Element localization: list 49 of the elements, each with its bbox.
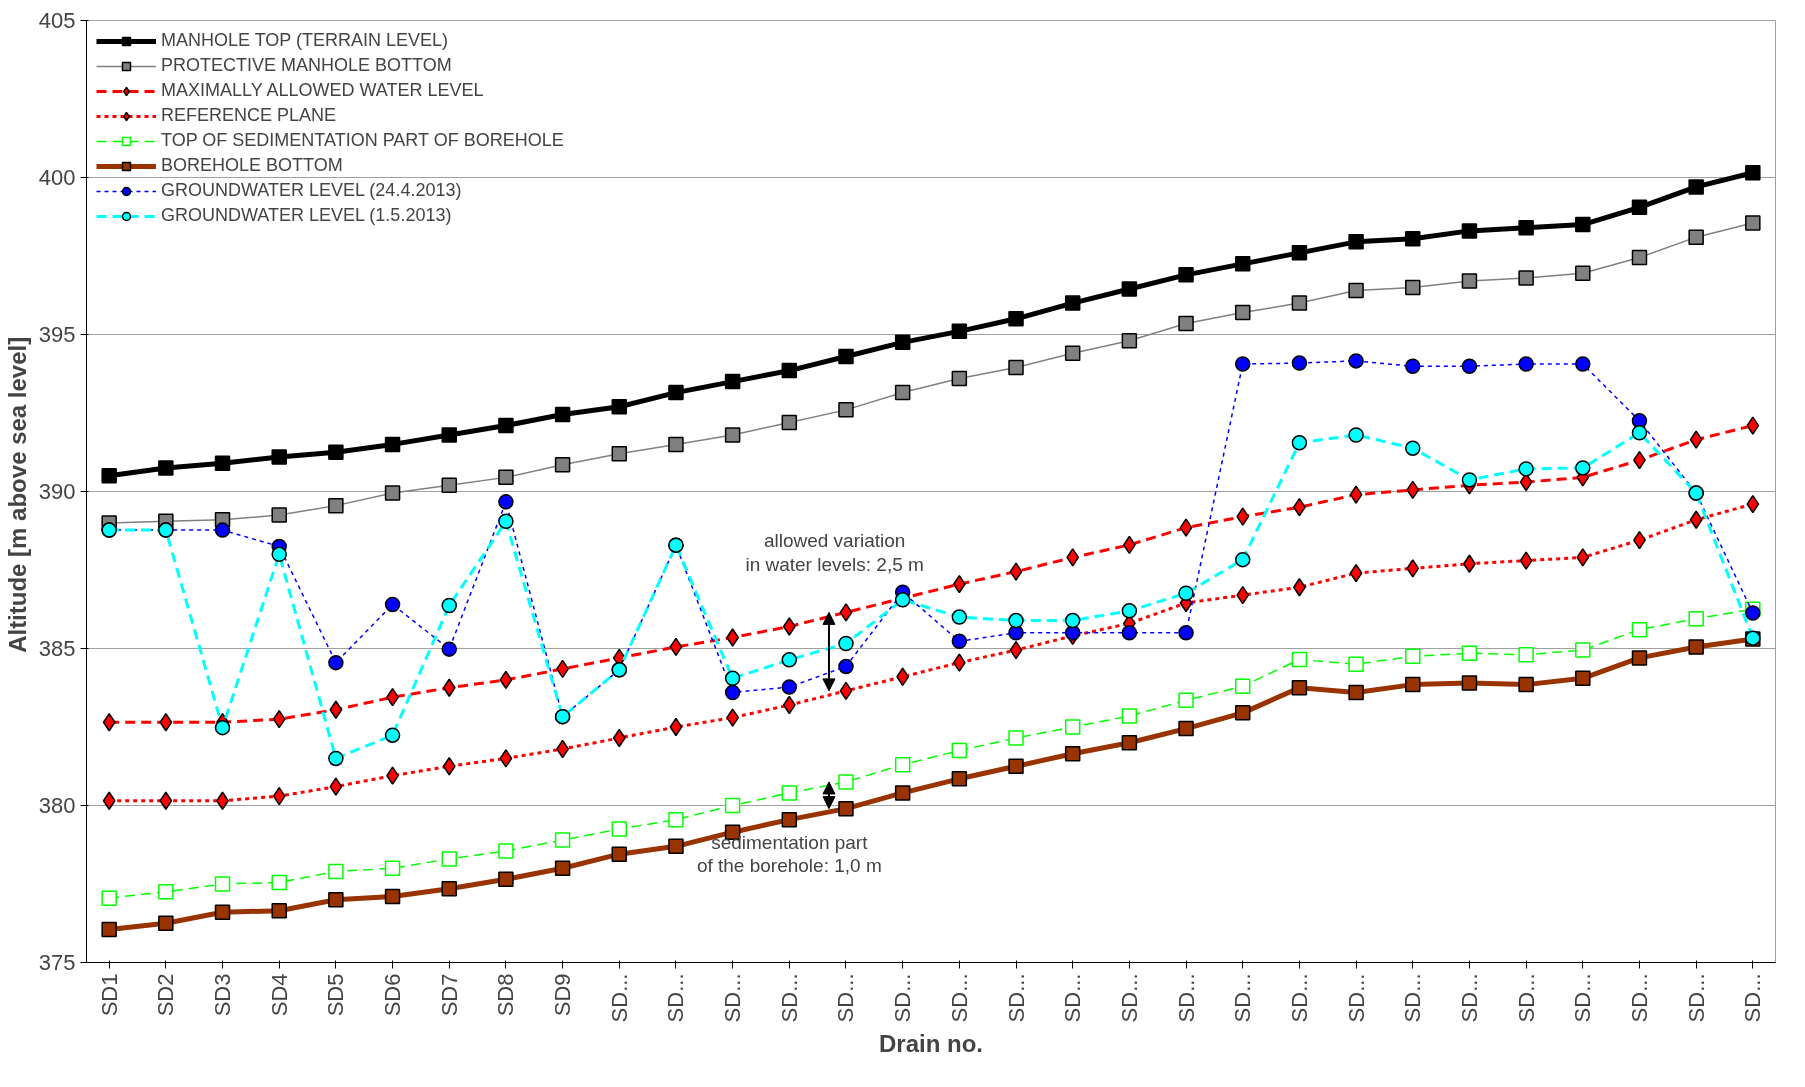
x-tick-label: SD2 xyxy=(153,973,179,1017)
x-tick-label: SD7 xyxy=(436,973,462,1017)
x-tick-label: SD... xyxy=(1570,973,1596,1023)
x-tick-label: SD... xyxy=(833,973,859,1023)
x-tick-label: SD... xyxy=(1626,973,1652,1023)
annotation: allowed variation in water levels: 2,5 m xyxy=(745,530,924,575)
y-tick-label: 390 xyxy=(38,479,76,504)
y-tick-label: 385 xyxy=(38,636,76,661)
y-tick-label: 400 xyxy=(38,165,76,190)
x-tick-label: SD... xyxy=(890,973,916,1023)
legend-label: MAXIMALLY ALLOWED WATER LEVEL xyxy=(161,80,484,101)
x-tick-label: SD... xyxy=(1230,973,1256,1023)
x-tick-label: SD... xyxy=(606,973,632,1023)
x-axis-title: Drain no. xyxy=(879,1030,984,1058)
legend-label: GROUNDWATER LEVEL (1.5.2013) xyxy=(161,205,452,226)
y-tick-label: 375 xyxy=(38,950,76,975)
legend-label: MANHOLE TOP (TERRAIN LEVEL) xyxy=(161,30,449,51)
x-tick-label: SD... xyxy=(1286,973,1312,1023)
x-tick-label: SD3 xyxy=(210,973,236,1017)
x-tick-label: SD... xyxy=(1400,973,1426,1023)
x-tick-label: SD... xyxy=(946,973,972,1023)
x-tick-label: SD8 xyxy=(493,973,519,1017)
x-tick-label: SD6 xyxy=(380,973,406,1017)
x-tick-label: SD... xyxy=(776,973,802,1023)
x-tick-label: SD... xyxy=(1456,973,1482,1023)
x-tick-label: SD... xyxy=(1343,973,1369,1023)
y-axis-title: Altitude [m above sea level] xyxy=(3,336,31,653)
x-tick-label: SD... xyxy=(1683,973,1709,1023)
y-tick-label: 395 xyxy=(38,322,76,347)
legend-label: BOREHOLE BOTTOM xyxy=(161,155,343,176)
legend-label: PROTECTIVE MANHOLE BOTTOM xyxy=(161,55,452,76)
x-tick-label: SD... xyxy=(1116,973,1142,1023)
y-tick-label: 405 xyxy=(38,8,76,33)
y-tick-label: 380 xyxy=(38,793,76,818)
legend-label: GROUNDWATER LEVEL (24.4.2013) xyxy=(161,180,462,201)
x-tick-label: SD... xyxy=(1173,973,1199,1023)
legend-label: TOP OF SEDIMENTATION PART OF BOREHOLE xyxy=(161,130,564,151)
annotation: sedimentation part of the borehole: 1,0 m xyxy=(696,831,882,877)
x-tick-label: SD... xyxy=(720,973,746,1023)
x-tick-label: SD... xyxy=(1003,973,1029,1023)
x-tick-label: SD1 xyxy=(96,973,122,1017)
x-tick-label: SD... xyxy=(1740,973,1766,1023)
x-tick-label: SD9 xyxy=(550,973,576,1017)
x-tick-label: SD5 xyxy=(323,973,349,1017)
x-tick-label: SD... xyxy=(663,973,689,1023)
x-tick-label: SD... xyxy=(1060,973,1086,1023)
legend-label: REFERENCE PLANE xyxy=(161,105,337,126)
x-tick-label: SD4 xyxy=(266,973,292,1017)
x-tick-label: SD... xyxy=(1513,973,1539,1023)
